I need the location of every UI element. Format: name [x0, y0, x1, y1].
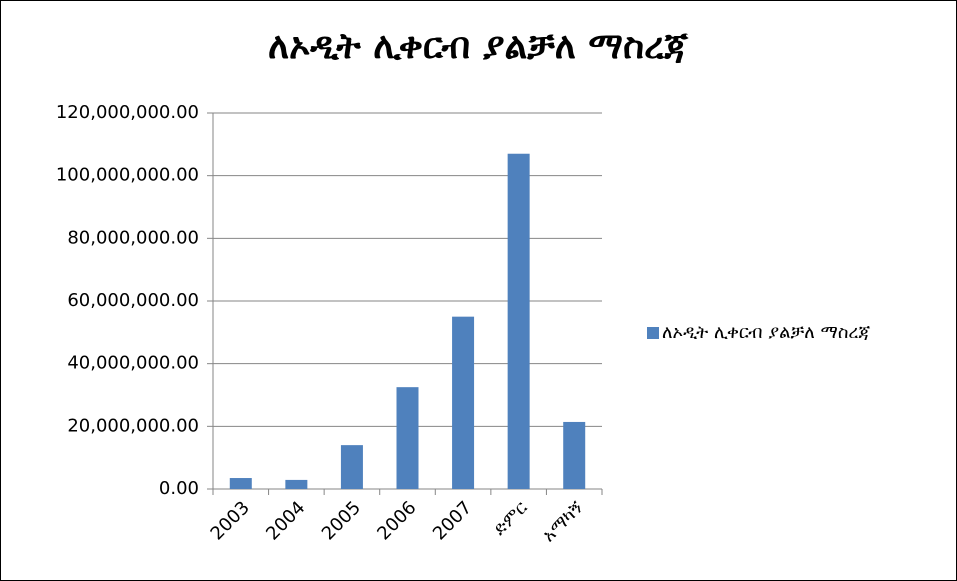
y-tick-label: 120,000,000.00: [56, 102, 199, 123]
y-tick-label: 40,000,000.00: [67, 353, 199, 374]
bar: [396, 387, 419, 489]
bar: [452, 316, 475, 489]
bar: [563, 421, 586, 489]
y-tick-label: 60,000,000.00: [67, 290, 199, 311]
bar: [229, 478, 252, 489]
bar: [507, 153, 530, 489]
chart-title: ለኦዲት ሊቀርብ ያልቻለ ማስረጃ: [268, 26, 689, 67]
bar: [340, 445, 363, 489]
y-tick-label: 0.00: [159, 478, 199, 499]
y-tick-label: 100,000,000.00: [56, 165, 199, 186]
y-tick-label: 80,000,000.00: [67, 227, 199, 248]
legend-swatch: [647, 327, 659, 339]
y-tick-label: 20,000,000.00: [67, 415, 199, 436]
legend-label: ለኦዲት ሊቀርብ ያልቻለ ማስረጃ: [662, 322, 870, 343]
bar: [285, 479, 308, 489]
